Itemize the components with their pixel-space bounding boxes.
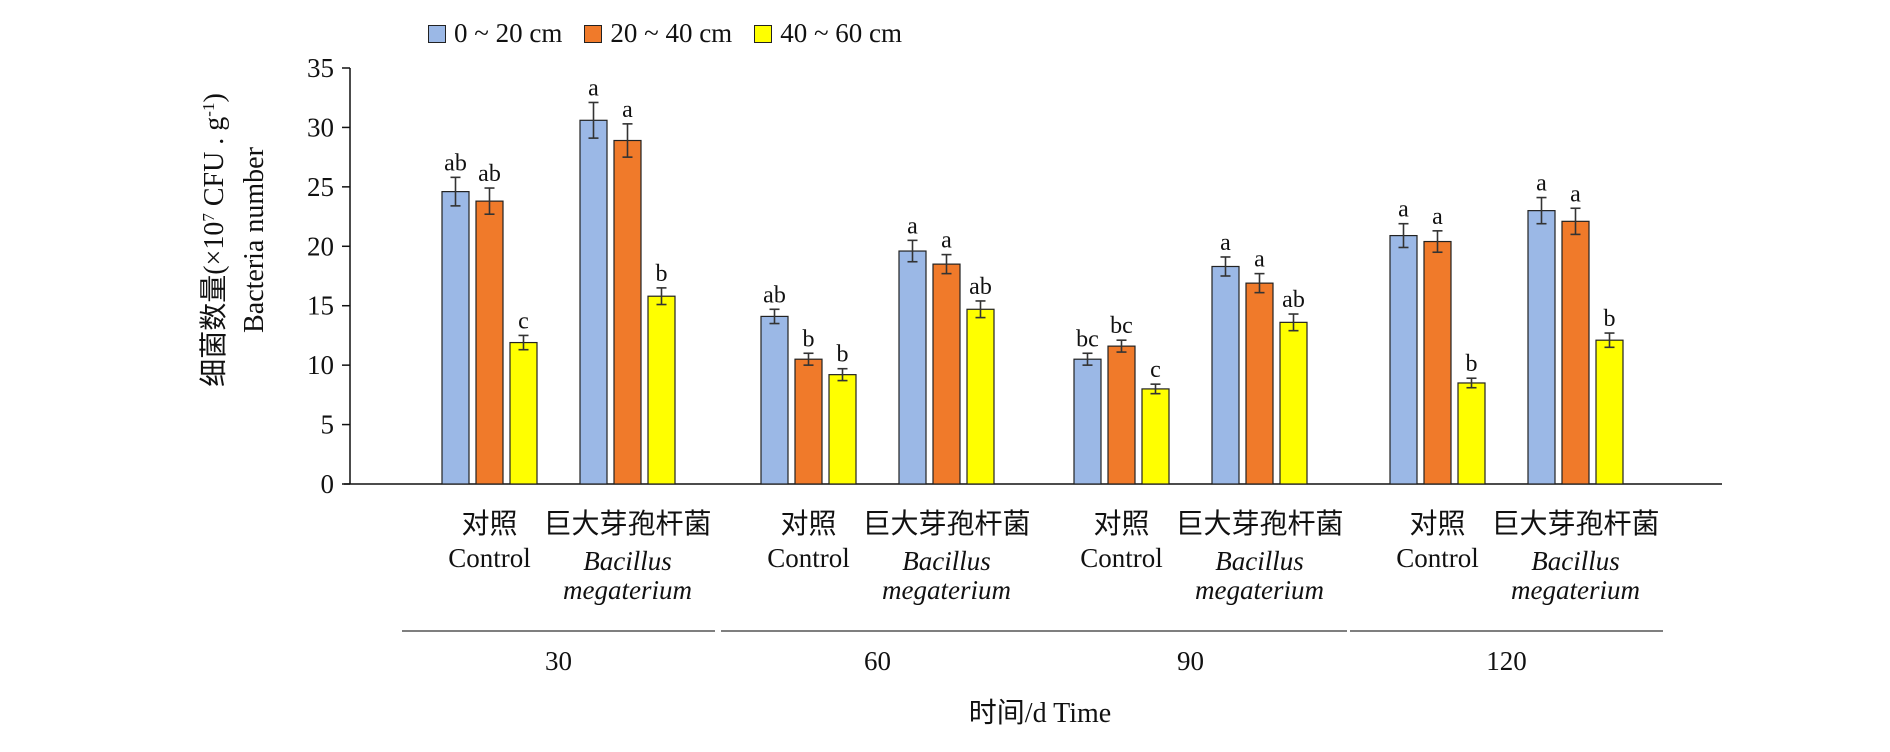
bar — [966, 308, 995, 485]
treatment-label-en: Control — [767, 543, 850, 573]
bar — [441, 191, 470, 485]
treatment-label-cn: 巨大芽孢杆菌 — [543, 508, 711, 540]
bar — [613, 139, 642, 485]
y-tick-label-10: 10 — [307, 350, 334, 380]
treatment-label-en-line1: Bacillus — [583, 546, 672, 576]
treatment-label-cn: 巨大芽孢杆菌 — [862, 508, 1030, 540]
y-axis-title-en: Bacteria number — [239, 146, 270, 332]
bar — [647, 295, 676, 485]
treatment-label-en-line1: Bacillus — [902, 546, 991, 576]
treatment-label-en-line2: megaterium — [882, 575, 1011, 605]
bar — [509, 341, 538, 485]
treatment-label-cn: 对照 — [1093, 508, 1149, 540]
treatment-label-cn: 巨大芽孢杆菌 — [1175, 508, 1343, 540]
bar — [1245, 282, 1274, 485]
significance-letter: a — [588, 75, 599, 101]
significance-letter: b — [1466, 351, 1478, 377]
significance-letter: ab — [763, 282, 786, 308]
y-tick-label-0: 0 — [321, 469, 335, 499]
treatment-label-en-line2: megaterium — [1511, 575, 1640, 605]
bar — [932, 263, 961, 485]
bar — [1279, 321, 1308, 485]
y-tick-label-25: 25 — [307, 172, 334, 202]
bar — [760, 315, 789, 485]
bar — [1457, 382, 1486, 485]
time-label: 90 — [1177, 646, 1204, 676]
bar — [794, 358, 823, 485]
significance-letter: b — [837, 342, 849, 368]
treatment-label-en-line1: Bacillus — [1215, 546, 1304, 576]
treatment-label-en: Control — [1396, 543, 1479, 573]
bar — [1141, 388, 1170, 485]
significance-letter: b — [656, 261, 668, 287]
treatment-label-en-line2: megaterium — [1195, 575, 1324, 605]
significance-letter: a — [1570, 181, 1581, 207]
x-axis-title: 时间/d Time — [969, 697, 1111, 729]
legend: 0 ~ 20 cm 20 ~ 40 cm 40 ~ 60 cm — [428, 18, 924, 49]
bar — [1389, 234, 1418, 485]
legend-item-0-20: 0 ~ 20 cm — [428, 18, 562, 49]
significance-letter: bc — [1076, 326, 1099, 352]
significance-letter: a — [1432, 204, 1443, 230]
legend-swatch-20-40 — [584, 24, 603, 43]
y-tick-label-35: 35 — [307, 53, 334, 83]
bar — [828, 374, 857, 485]
significance-letter: a — [907, 213, 918, 239]
bar — [1527, 210, 1556, 485]
y-tick-label-30: 30 — [307, 112, 334, 142]
treatment-label-en: Control — [448, 543, 531, 573]
bar — [1073, 358, 1102, 485]
bar — [1423, 240, 1452, 485]
significance-letter: c — [518, 308, 529, 334]
treatment-label-cn: 巨大芽孢杆菌 — [1491, 508, 1659, 540]
bar — [898, 250, 927, 485]
legend-swatch-0-20 — [428, 24, 446, 43]
treatment-label-cn: 对照 — [1409, 508, 1465, 540]
treatment-label-en: Control — [1080, 543, 1163, 573]
legend-label-20-40: 20 ~ 40 cm — [610, 18, 733, 48]
significance-letter: ab — [969, 274, 992, 300]
significance-letter: b — [803, 326, 815, 352]
time-label: 60 — [864, 646, 891, 676]
treatment-label-cn: 对照 — [780, 508, 836, 540]
significance-letter: ab — [478, 161, 501, 187]
significance-letter: a — [941, 228, 952, 254]
significance-letter: a — [1220, 230, 1231, 256]
y-tick-label-20: 20 — [307, 231, 334, 261]
legend-label-40-60: 40 ~ 60 cm — [780, 18, 903, 48]
treatment-label-en-line1: Bacillus — [1531, 546, 1620, 576]
time-label: 30 — [545, 646, 572, 676]
significance-letter: ab — [1282, 287, 1305, 313]
significance-letter: a — [1254, 247, 1265, 273]
bar — [579, 119, 608, 485]
significance-letter: ab — [444, 150, 467, 176]
legend-swatch-40-60 — [754, 24, 773, 43]
significance-letter: b — [1604, 306, 1616, 332]
treatment-label-cn: 对照 — [461, 508, 517, 540]
treatment-label-en-line2: megaterium — [563, 575, 692, 605]
bar — [1595, 339, 1624, 485]
legend-label-0-20: 0 ~ 20 cm — [454, 18, 563, 48]
significance-letter: a — [622, 97, 633, 123]
significance-letter: a — [1536, 171, 1547, 197]
bar — [1561, 220, 1590, 485]
significance-letter: bc — [1110, 313, 1133, 339]
legend-item-20-40: 20 ~ 40 cm — [584, 18, 732, 49]
y-tick-label-15: 15 — [307, 291, 334, 321]
y-axis-title-cn: 细菌数量(×107 CFU . g-1) — [198, 93, 230, 387]
significance-letter: a — [1398, 197, 1409, 223]
y-tick-label-5: 5 — [321, 410, 335, 440]
bar — [475, 200, 504, 485]
bar — [1211, 265, 1240, 485]
legend-item-40-60: 40 ~ 60 cm — [754, 18, 902, 49]
time-label: 120 — [1486, 646, 1527, 676]
bar — [1107, 345, 1136, 485]
significance-letter: c — [1150, 357, 1161, 383]
